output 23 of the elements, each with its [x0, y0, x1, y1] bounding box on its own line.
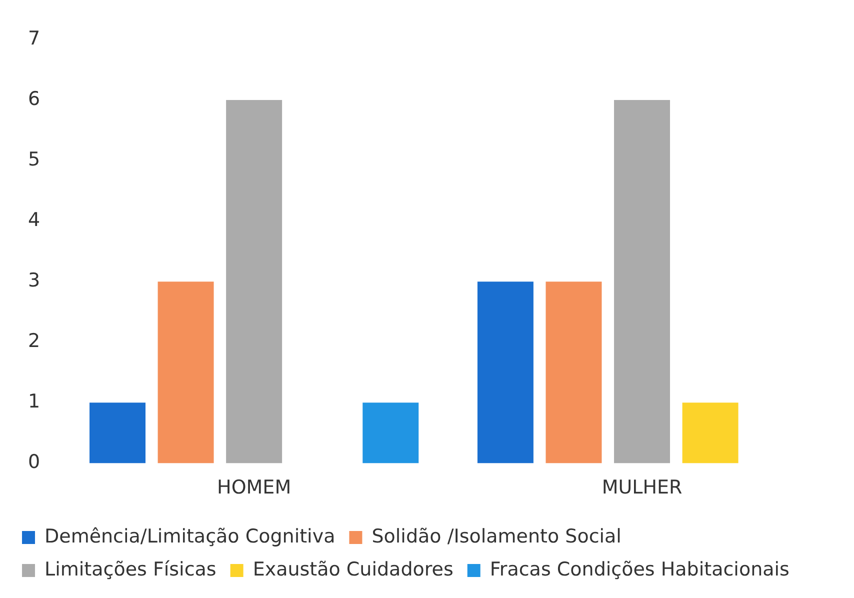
- bar: [682, 402, 738, 464]
- y-tick-label: 6: [28, 88, 40, 110]
- y-tick-label: 4: [28, 208, 40, 231]
- bar: [614, 100, 670, 464]
- y-tick-label: 7: [28, 27, 40, 50]
- legend-label: Exaustão Cuidadores: [252, 558, 454, 580]
- bar: [90, 402, 146, 464]
- x-tick-label: HOMEM: [217, 476, 292, 499]
- y-tick-label: 0: [28, 451, 40, 474]
- bar: [477, 282, 534, 464]
- legend-label: Solidão /Isolamento Social: [372, 525, 622, 548]
- y-tick-label: 2: [28, 330, 40, 352]
- x-tick-label: MULHER: [602, 476, 682, 499]
- legend-label: Demência/Limitação Cognitiva: [44, 525, 336, 548]
- y-tick-label: 1: [28, 390, 40, 413]
- bar: [226, 100, 282, 464]
- y-tick-label: 5: [28, 148, 40, 170]
- legend-label: Fracas Condições Habitacionais: [490, 558, 790, 580]
- y-tick-label: 3: [28, 270, 40, 292]
- bar: [362, 402, 419, 464]
- bar: [158, 282, 214, 464]
- legend-label: Limitações Físicas: [44, 558, 216, 580]
- bar: [546, 282, 602, 464]
